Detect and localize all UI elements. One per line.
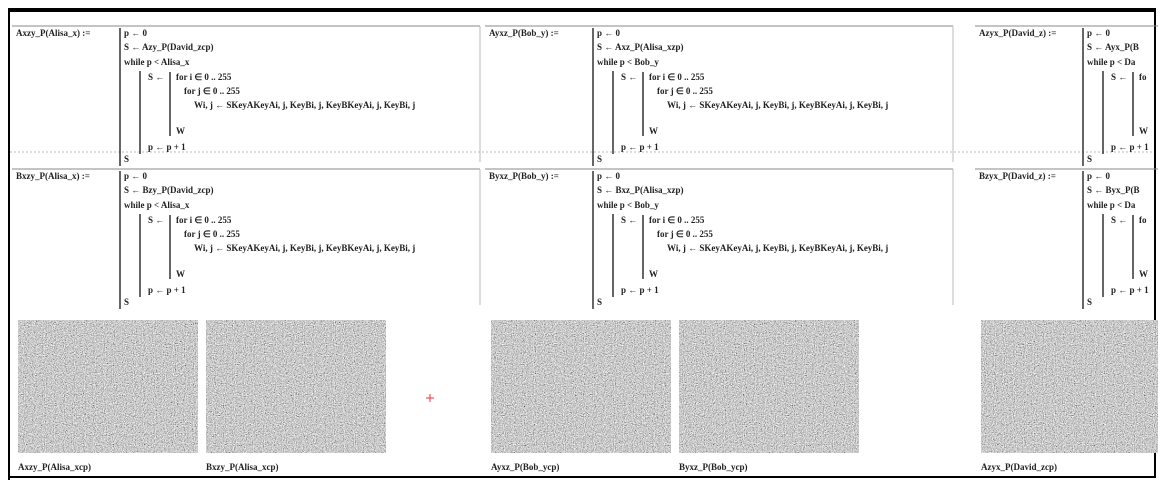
code-line: p ← p + 1 xyxy=(1111,285,1149,295)
code-line: Wi, j ← SKeyAKeyAi, j, KeyBi, j, KeyBKey… xyxy=(194,100,415,110)
code-line: for i ∈ 0 .. 255 xyxy=(649,215,705,225)
code-line: W xyxy=(1139,269,1148,279)
noise-image xyxy=(679,320,859,453)
code-line: S xyxy=(1087,297,1092,307)
code-line: for i ∈ 0 .. 255 xyxy=(176,72,232,82)
code-line: S ← Byx_P(B xyxy=(1087,185,1140,195)
code-line: p ← p + 1 xyxy=(621,285,659,295)
bottom-border xyxy=(8,476,1154,478)
code-line: p ← 0 xyxy=(1087,171,1111,181)
top-border xyxy=(8,8,1154,12)
code-line: p ← 0 xyxy=(124,171,148,181)
code-line: p ← 0 xyxy=(597,171,621,181)
code-line: S ← Bzy_P(David_zcp) xyxy=(124,185,214,195)
definition: Azyx_P(David_z) := xyxy=(979,28,1056,38)
code-line: S xyxy=(597,154,602,164)
code-line: W xyxy=(176,269,185,279)
code-line: p ← 0 xyxy=(1087,28,1111,38)
code-line: S ← xyxy=(621,72,637,82)
code-line: W xyxy=(649,269,658,279)
code-line: for i ∈ 0 .. 255 xyxy=(649,72,705,82)
code-line: Wi, j ← SKeyAKeyAi, j, KeyBi, j, KeyBKey… xyxy=(667,100,888,110)
noise-image xyxy=(491,320,671,453)
code-line: W xyxy=(176,126,185,136)
noise-image xyxy=(981,320,1158,453)
code-line: S ← Ayx_P(B xyxy=(1087,42,1139,52)
code-line: S ← xyxy=(621,215,637,225)
noise-image xyxy=(206,320,386,453)
code-line: fo xyxy=(1139,72,1147,82)
code-line: S ← Azy_P(David_zcp) xyxy=(124,42,214,52)
code-line: S xyxy=(124,154,129,164)
code-line: p ← p + 1 xyxy=(148,142,186,152)
definition: Bxzy_P(Alisa_x) := xyxy=(16,171,90,181)
code-line: W xyxy=(649,126,658,136)
code-line: p ← p + 1 xyxy=(1111,142,1149,152)
code-line: S ← Bxz_P(Alisa_xzp) xyxy=(597,185,684,195)
code-line: S ← xyxy=(1111,72,1127,82)
definition: Ayxz_P(Bob_y) := xyxy=(489,28,559,38)
code-line: Wi, j ← SKeyAKeyAi, j, KeyBi, j, KeyBKey… xyxy=(667,243,888,253)
code-line: p ← p + 1 xyxy=(621,142,659,152)
code-line: S xyxy=(124,297,129,307)
definition: Byxz_P(Bob_y) := xyxy=(489,171,559,181)
code-line: for j ∈ 0 .. 255 xyxy=(184,229,240,239)
image-caption: Ayxz_P(Bob_ycp) xyxy=(491,462,559,472)
code-line: S ← xyxy=(148,72,164,82)
code-line: while p < Alisa_x xyxy=(124,200,190,210)
definition: Bzyx_P(David_z) := xyxy=(979,171,1056,181)
code-line: S ← Axz_P(Alisa_xzp) xyxy=(597,42,684,52)
code-line: for j ∈ 0 .. 255 xyxy=(657,229,713,239)
code-line: Wi, j ← SKeyAKeyAi, j, KeyBi, j, KeyBKey… xyxy=(194,243,415,253)
code-line: for j ∈ 0 .. 255 xyxy=(184,86,240,96)
code-line: while p < Da xyxy=(1087,57,1136,67)
code-line: W xyxy=(1139,126,1148,136)
image-caption: Azyx_P(David_zcp) xyxy=(981,462,1057,472)
code-line: while p < Bob_y xyxy=(597,57,659,67)
noise-image xyxy=(18,320,198,453)
code-line: S xyxy=(597,297,602,307)
worksheet: Axzy_P(Alisa_x) := p ← 0 S ← Azy_P(David_z… xyxy=(0,0,1158,480)
code-line: p ← 0 xyxy=(597,28,621,38)
code-line: S ← xyxy=(1111,215,1127,225)
image-caption: Axzy_P(Alisa_xcp) xyxy=(18,462,91,472)
left-border xyxy=(8,8,10,480)
image-caption: Byxz_P(Bob_ycp) xyxy=(679,462,748,472)
definition: Axzy_P(Alisa_x) := xyxy=(16,28,90,38)
code-line: while p < Da xyxy=(1087,200,1136,210)
code-line: S xyxy=(1087,154,1092,164)
code-line: for j ∈ 0 .. 255 xyxy=(657,86,713,96)
image-caption: Bxzy_P(Alisa_xcp) xyxy=(206,462,279,472)
code-line: while p < Bob_y xyxy=(597,200,659,210)
code-line: p ← 0 xyxy=(124,28,148,38)
code-line: while p < Alisa_x xyxy=(124,57,190,67)
code-line: for i ∈ 0 .. 255 xyxy=(176,215,232,225)
code-line: fo xyxy=(1139,215,1147,225)
code-line: S ← xyxy=(148,215,164,225)
code-line: p ← p + 1 xyxy=(148,285,186,295)
